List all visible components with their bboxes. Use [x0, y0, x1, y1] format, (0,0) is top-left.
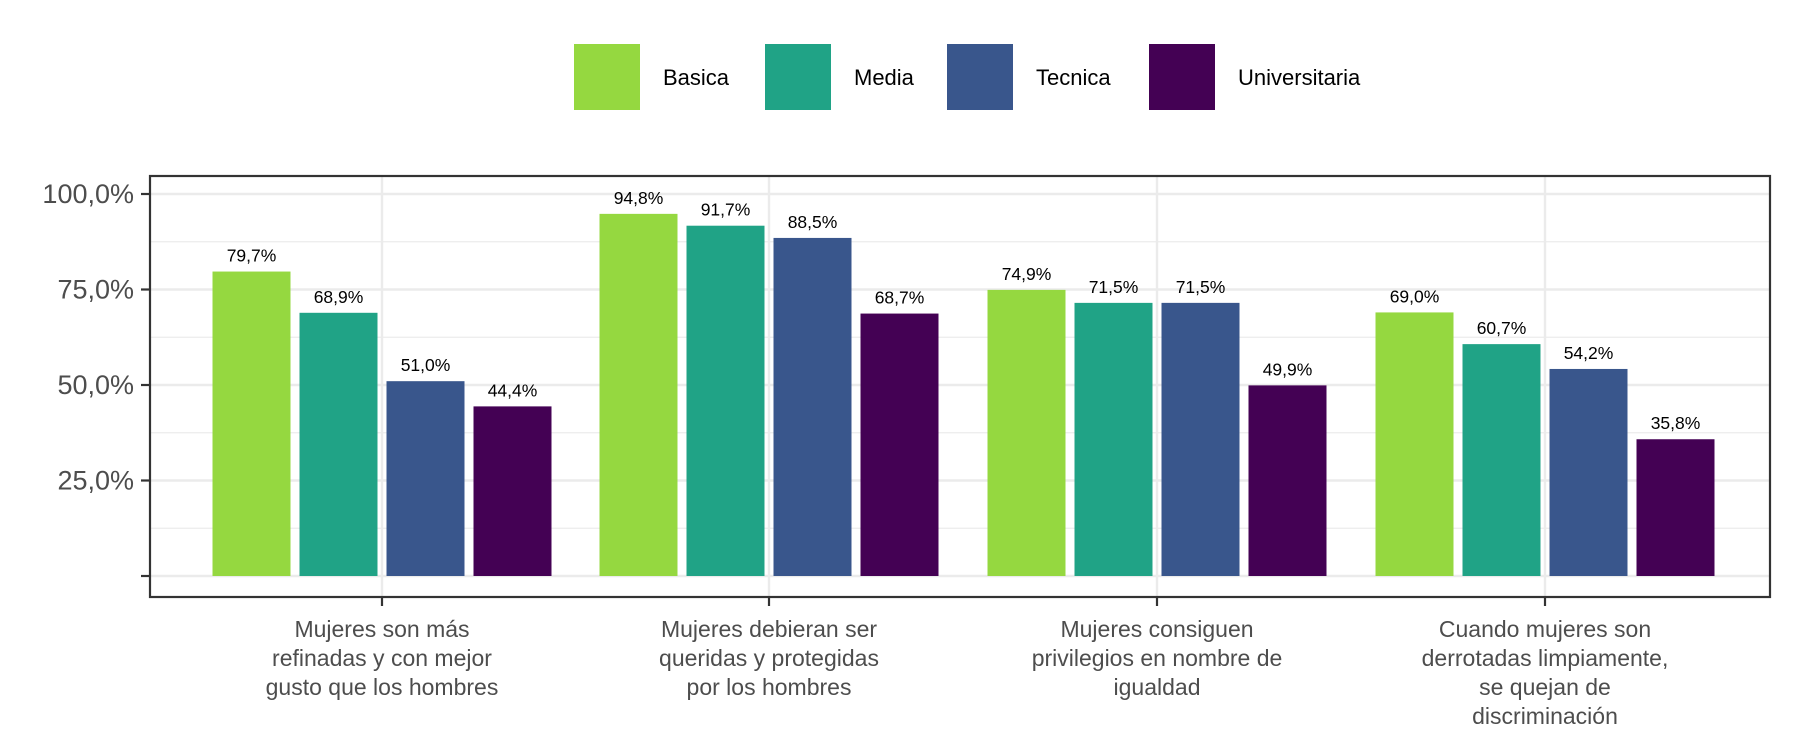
- data-label: 88,5%: [788, 212, 838, 232]
- legend-key-media: [765, 44, 831, 110]
- y-tick-label: 50,0%: [57, 370, 134, 400]
- data-label: 35,8%: [1651, 413, 1701, 433]
- bar-universitaria: [1248, 385, 1327, 576]
- data-label: 51,0%: [401, 355, 451, 375]
- x-tick-label: Mujeres debieran ser queridas y protegida…: [659, 616, 879, 700]
- x-tick-label: Mujeres consiguen privilegios en nombre d…: [1032, 616, 1283, 700]
- bar-universitaria: [860, 313, 939, 576]
- data-label: 60,7%: [1477, 318, 1527, 338]
- bar-basica: [1375, 312, 1454, 576]
- data-label: 44,4%: [488, 380, 538, 400]
- data-label: 94,8%: [614, 188, 664, 208]
- data-label: 54,2%: [1564, 343, 1614, 363]
- bar-tecnica: [386, 381, 465, 576]
- y-tick-label: 25,0%: [57, 466, 134, 496]
- x-tick-label: Cuando mujeres son derrotadas limpiamente…: [1422, 616, 1669, 729]
- panel-border: [148, 174, 1772, 599]
- bar-universitaria: [473, 406, 552, 576]
- bar-tecnica: [773, 237, 852, 576]
- data-label: 74,9%: [1002, 264, 1052, 284]
- legend-key-tecnica: [947, 44, 1013, 110]
- bar-basica: [987, 289, 1066, 576]
- plot-area: 79,7% 94,8% 74,9% 69,0% 68,9% 91,7% 71,5% 60,7%…: [42, 174, 1772, 729]
- bar-universitaria: [1636, 439, 1715, 576]
- bar-basica: [212, 271, 291, 576]
- bar-tecnica: [1549, 368, 1628, 576]
- legend: Basica Media Tecnica Universitaria: [574, 44, 1361, 110]
- bar-media: [1462, 344, 1541, 576]
- y-tick-label: 100,0%: [42, 179, 134, 209]
- data-label: 79,7%: [227, 246, 277, 266]
- bar-media: [686, 225, 765, 576]
- data-label: 71,5%: [1089, 277, 1139, 297]
- data-label: 49,9%: [1263, 359, 1313, 379]
- data-label: 69,0%: [1390, 286, 1440, 306]
- bar-basica: [599, 213, 678, 576]
- bar-tecnica: [1161, 302, 1240, 576]
- legend-key-basica: [574, 44, 640, 110]
- legend-label: Basica: [663, 65, 730, 90]
- bar-media: [299, 312, 378, 576]
- y-tick-label: 75,0%: [57, 275, 134, 305]
- legend-label: Media: [854, 65, 915, 90]
- legend-label: Universitaria: [1238, 65, 1361, 90]
- x-tick-label: Mujeres son más refinadas y con mejor gust…: [266, 616, 499, 700]
- legend-label: Tecnica: [1036, 65, 1111, 90]
- data-label: 68,9%: [314, 287, 364, 307]
- data-label: 71,5%: [1176, 277, 1226, 297]
- legend-key-universitaria: [1149, 44, 1215, 110]
- data-label: 68,7%: [875, 288, 925, 308]
- data-label: 91,7%: [701, 200, 751, 220]
- bar-media: [1074, 302, 1153, 576]
